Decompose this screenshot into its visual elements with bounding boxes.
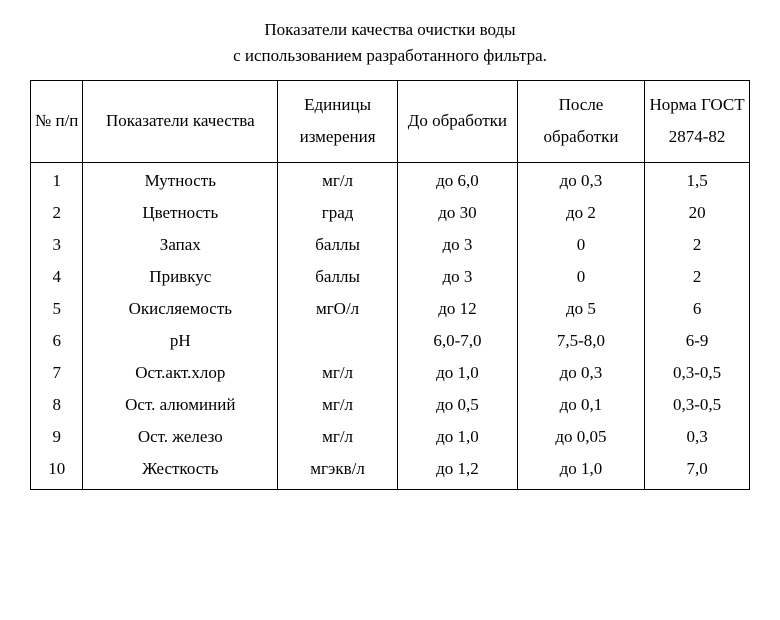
page-title: Показатели качества очистки воды bbox=[30, 20, 750, 40]
header-indicator: Показатели качества bbox=[83, 81, 278, 163]
cell-indicator: Жесткость bbox=[83, 453, 278, 490]
cell-after: до 2 bbox=[517, 197, 644, 229]
cell-unit: баллы bbox=[278, 229, 398, 261]
cell-after: до 1,0 bbox=[517, 453, 644, 490]
cell-after: 7,5-8,0 bbox=[517, 325, 644, 357]
header-norm: Норма ГОСТ 2874-82 bbox=[645, 81, 750, 163]
cell-indicator: Мутность bbox=[83, 162, 278, 197]
cell-norm: 2 bbox=[645, 261, 750, 293]
table-row: 7Ост.акт.хлормг/лдо 1,0до 0,30,3-0,5 bbox=[31, 357, 750, 389]
cell-unit: град bbox=[278, 197, 398, 229]
cell-indicator: Ост. железо bbox=[83, 421, 278, 453]
header-num: № п/п bbox=[31, 81, 83, 163]
cell-norm: 0,3-0,5 bbox=[645, 389, 750, 421]
cell-after: 0 bbox=[517, 261, 644, 293]
cell-unit: мг/л bbox=[278, 421, 398, 453]
cell-norm: 1,5 bbox=[645, 162, 750, 197]
page-subtitle: с использованием разработанного фильтра. bbox=[30, 46, 750, 66]
cell-before: до 30 bbox=[397, 197, 517, 229]
cell-norm: 6-9 bbox=[645, 325, 750, 357]
table-row: 1Мутностьмг/лдо 6,0до 0,31,5 bbox=[31, 162, 750, 197]
cell-before: до 0,5 bbox=[397, 389, 517, 421]
cell-unit bbox=[278, 325, 398, 357]
cell-unit: мг/л bbox=[278, 162, 398, 197]
cell-norm: 2 bbox=[645, 229, 750, 261]
cell-num: 4 bbox=[31, 261, 83, 293]
cell-unit: мгО/л bbox=[278, 293, 398, 325]
cell-norm: 6 bbox=[645, 293, 750, 325]
cell-norm: 0,3 bbox=[645, 421, 750, 453]
cell-indicator: Цветность bbox=[83, 197, 278, 229]
cell-before: до 3 bbox=[397, 229, 517, 261]
cell-indicator: pH bbox=[83, 325, 278, 357]
header-after: После обработки bbox=[517, 81, 644, 163]
cell-indicator: Ост.акт.хлор bbox=[83, 357, 278, 389]
cell-indicator: Привкус bbox=[83, 261, 278, 293]
cell-num: 8 bbox=[31, 389, 83, 421]
quality-table: № п/п Показатели качества Единицы измере… bbox=[30, 80, 750, 490]
cell-before: до 1,0 bbox=[397, 357, 517, 389]
cell-num: 3 bbox=[31, 229, 83, 261]
cell-before: до 3 bbox=[397, 261, 517, 293]
cell-num: 1 bbox=[31, 162, 83, 197]
cell-unit: мг/л bbox=[278, 389, 398, 421]
cell-after: до 5 bbox=[517, 293, 644, 325]
cell-before: до 6,0 bbox=[397, 162, 517, 197]
cell-num: 6 bbox=[31, 325, 83, 357]
cell-norm: 7,0 bbox=[645, 453, 750, 490]
cell-after: до 0,3 bbox=[517, 162, 644, 197]
table-body: 1Мутностьмг/лдо 6,0до 0,31,52Цветностьгр… bbox=[31, 162, 750, 489]
header-unit: Единицы измерения bbox=[278, 81, 398, 163]
table-row: 4Привкусбаллыдо 302 bbox=[31, 261, 750, 293]
cell-before: до 12 bbox=[397, 293, 517, 325]
cell-after: до 0,05 bbox=[517, 421, 644, 453]
table-row: 9Ост. железомг/лдо 1,0до 0,050,3 bbox=[31, 421, 750, 453]
cell-after: до 0,1 bbox=[517, 389, 644, 421]
cell-num: 2 bbox=[31, 197, 83, 229]
cell-unit: мгэкв/л bbox=[278, 453, 398, 490]
cell-norm: 0,3-0,5 bbox=[645, 357, 750, 389]
table-row: 6pH 6,0-7,07,5-8,06-9 bbox=[31, 325, 750, 357]
cell-norm: 20 bbox=[645, 197, 750, 229]
cell-num: 7 bbox=[31, 357, 83, 389]
cell-after: до 0,3 bbox=[517, 357, 644, 389]
table-row: 2Цветностьграддо 30до 220 bbox=[31, 197, 750, 229]
cell-num: 10 bbox=[31, 453, 83, 490]
cell-unit: мг/л bbox=[278, 357, 398, 389]
header-before: До обработки bbox=[397, 81, 517, 163]
cell-indicator: Окисляемость bbox=[83, 293, 278, 325]
cell-indicator: Запах bbox=[83, 229, 278, 261]
cell-before: до 1,2 bbox=[397, 453, 517, 490]
cell-after: 0 bbox=[517, 229, 644, 261]
table-row: 10Жесткостьмгэкв/лдо 1,2до 1,07,0 bbox=[31, 453, 750, 490]
cell-unit: баллы bbox=[278, 261, 398, 293]
table-row: 5ОкисляемостьмгО/лдо 12до 56 bbox=[31, 293, 750, 325]
table-row: 8Ост. алюминиймг/лдо 0,5до 0,10,3-0,5 bbox=[31, 389, 750, 421]
cell-before: до 1,0 bbox=[397, 421, 517, 453]
table-header-row: № п/п Показатели качества Единицы измере… bbox=[31, 81, 750, 163]
table-row: 3Запахбаллыдо 302 bbox=[31, 229, 750, 261]
cell-indicator: Ост. алюминий bbox=[83, 389, 278, 421]
cell-num: 9 bbox=[31, 421, 83, 453]
cell-num: 5 bbox=[31, 293, 83, 325]
cell-before: 6,0-7,0 bbox=[397, 325, 517, 357]
